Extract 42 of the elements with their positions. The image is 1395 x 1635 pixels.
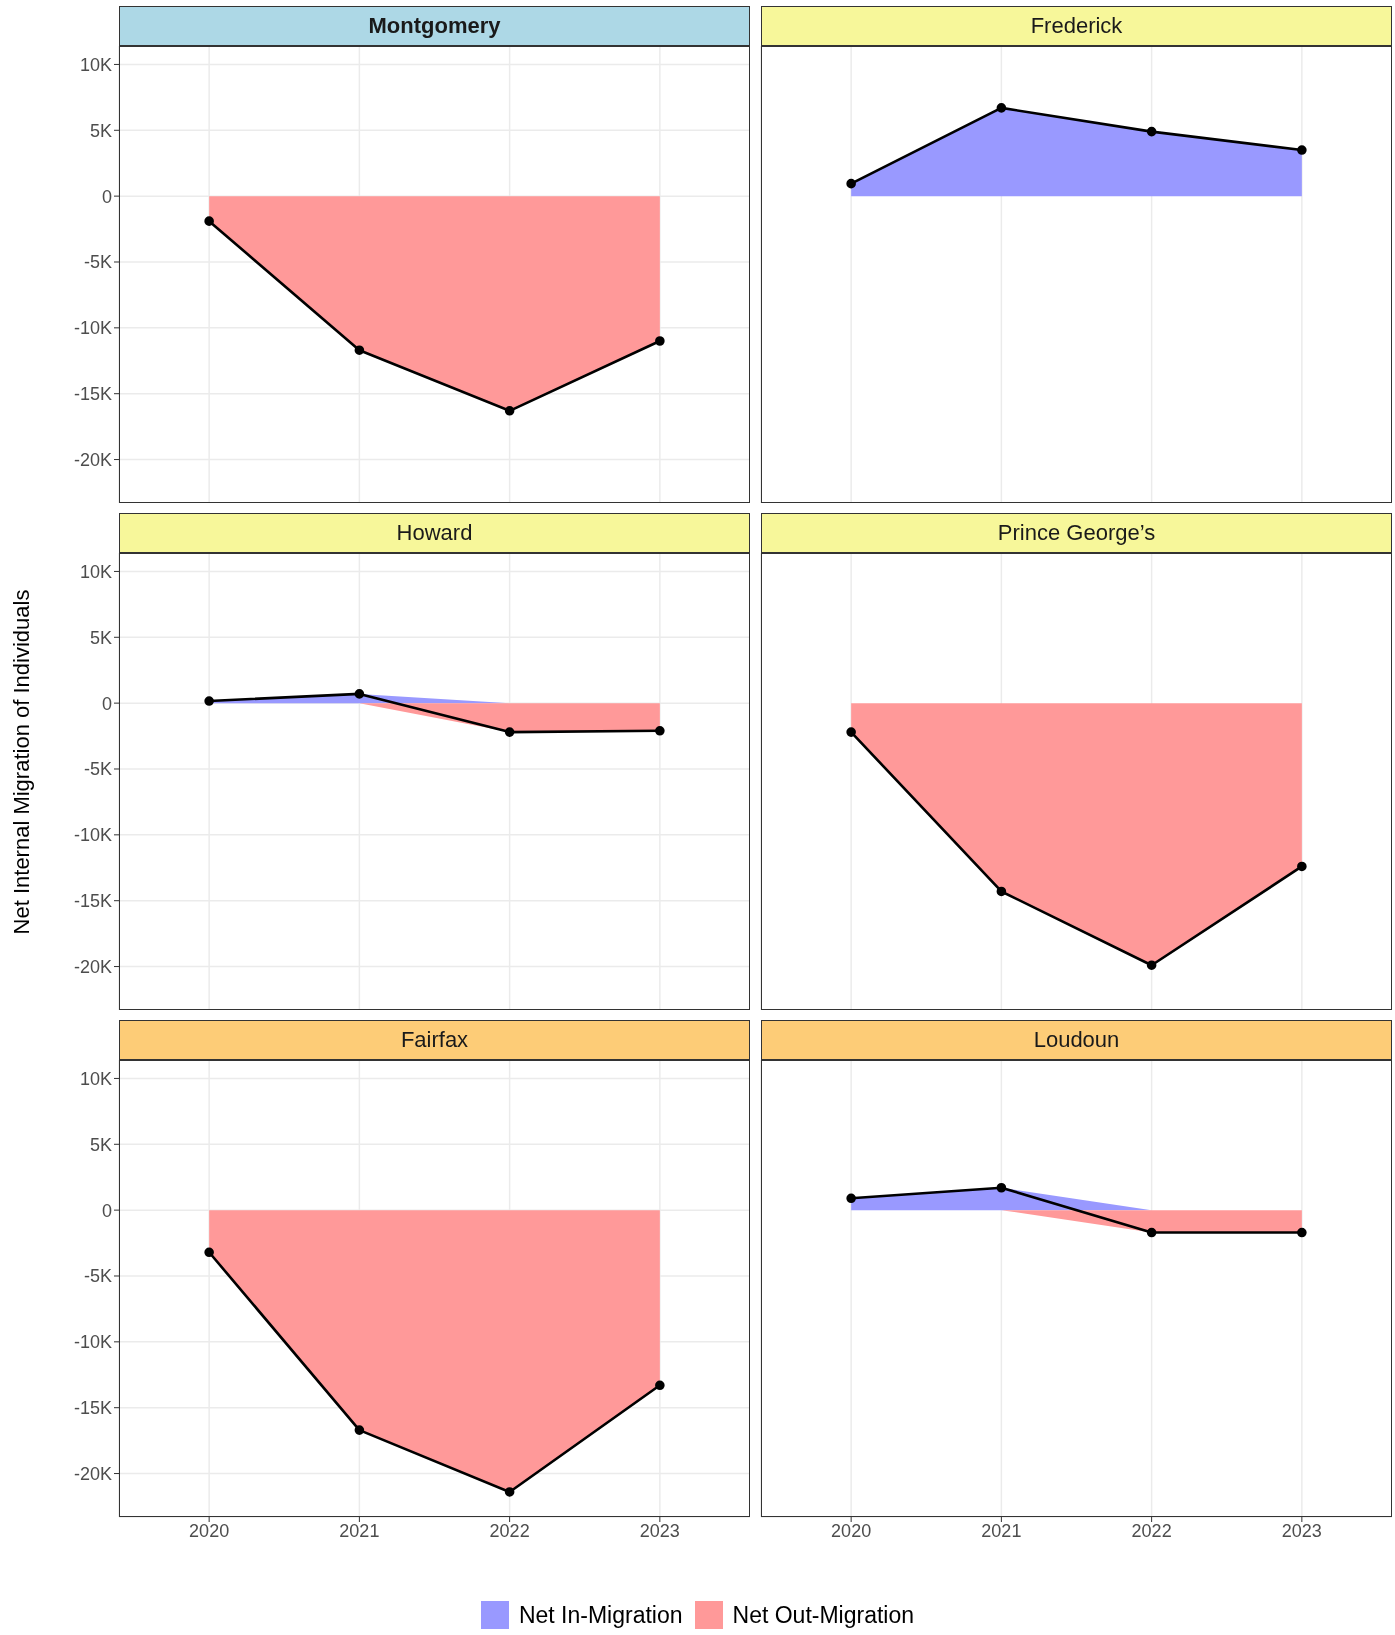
y-tick-label: -20K <box>73 956 112 977</box>
x-tick-label: 2023 <box>1281 1520 1322 1541</box>
x-tick-label: 2021 <box>339 1520 380 1541</box>
x-tick-label: 2020 <box>189 1520 230 1541</box>
point <box>204 696 214 706</box>
y-axis-title: Net Internal Migration of Individuals <box>9 589 35 935</box>
point <box>655 726 665 736</box>
y-tick-label: 0 <box>101 1200 112 1221</box>
y-tick-label: 10K <box>79 1068 112 1089</box>
y-tick-label: -10K <box>73 1332 112 1353</box>
y-tick-label: -5K <box>83 1266 112 1287</box>
y-tick-label: -15K <box>73 891 112 912</box>
chart-title: Montgomery <box>119 6 750 46</box>
y-tick-label: 0 <box>101 693 112 714</box>
chart-title: Howard <box>119 513 750 553</box>
y-tick-label: 5K <box>89 1134 112 1155</box>
y-tick-label: 5K <box>89 627 112 648</box>
point <box>354 689 365 699</box>
y-tick-label: 10K <box>79 561 112 582</box>
chart-title: Frederick <box>761 6 1392 46</box>
y-tick-label: 0 <box>101 186 112 207</box>
chart-title: Prince George’s <box>761 513 1392 553</box>
chart-title: Fairfax <box>119 1020 750 1060</box>
legend-label: Net In-Migration <box>518 1601 683 1629</box>
x-tick-label: 2022 <box>489 1520 530 1541</box>
legend-label: Net Out-Migration <box>732 1601 915 1629</box>
chart-title: Loudoun <box>761 1020 1392 1060</box>
y-tick-label: 5K <box>89 120 112 141</box>
y-tick-label: -20K <box>73 1463 112 1484</box>
y-tick-label: -20K <box>73 449 112 470</box>
x-tick-label: 2023 <box>639 1520 680 1541</box>
x-tick-label: 2020 <box>831 1520 872 1541</box>
x-tick-label: 2022 <box>1131 1520 1172 1541</box>
point <box>504 727 515 737</box>
y-tick-label: 10K <box>79 54 112 75</box>
y-tick-label: -15K <box>73 384 112 405</box>
x-tick-label: 2021 <box>981 1520 1022 1541</box>
y-tick-label: -5K <box>83 759 112 780</box>
y-tick-label: -10K <box>73 318 112 339</box>
y-tick-label: -5K <box>83 252 112 273</box>
y-tick-label: -10K <box>73 825 112 846</box>
y-tick-label: -15K <box>73 1398 112 1419</box>
